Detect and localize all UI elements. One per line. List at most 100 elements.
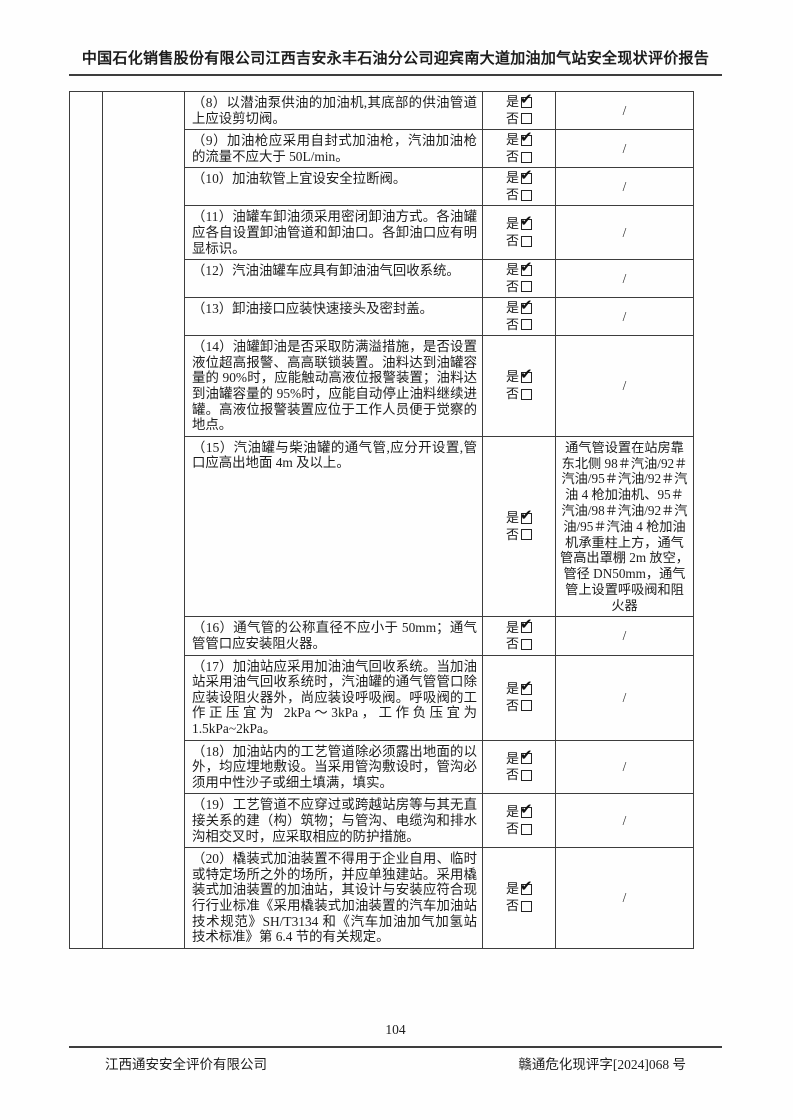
table-row: （17）加油站应采用加油油气回收系统。当加油站采用油气回收系统时，汽油罐的通气管…	[185, 654, 693, 740]
remark-cell: /	[555, 848, 693, 948]
yes-checkbox	[520, 213, 533, 231]
yes-label: 是	[505, 881, 519, 897]
yes-checkbox	[520, 616, 533, 634]
yes-no-cell: 是 否	[482, 436, 555, 617]
no-label: 否	[505, 697, 519, 713]
requirement-text: （17）加油站应采用加油油气回收系统。当加油站采用油气回收系统时，汽油罐的通气管…	[192, 658, 477, 737]
yes-line: 是	[505, 801, 533, 821]
yes-no-cell: 是 否	[482, 794, 555, 848]
no-line: 否	[506, 821, 532, 838]
table-row: （15）汽油罐与柴油罐的通气管,应分开设置,管口应高出地面 4m 及以上。 是 …	[185, 435, 693, 617]
yes-line: 是	[506, 91, 533, 111]
no-checkbox	[521, 235, 532, 247]
remark-cell: /	[555, 206, 693, 260]
requirement-text: （10）加油软管上宜设安全拉断阀。	[192, 171, 407, 187]
yes-label: 是	[505, 262, 519, 278]
no-label: 否	[505, 232, 519, 248]
category-column-empty	[103, 92, 185, 948]
table-row: （9）加油枪应采用自封式加油枪，汽油加油枪的流量不应大于 50L/min。 是 …	[185, 129, 693, 168]
no-label: 否	[505, 385, 519, 401]
requirement-text: （16）通气管的公称直径不应小于 50mm；通气管管口应安装阻火器。	[192, 620, 477, 652]
no-label: 否	[505, 820, 519, 836]
no-line: 否	[506, 279, 532, 296]
no-line: 否	[506, 636, 532, 653]
no-label: 否	[505, 636, 519, 652]
yes-label: 是	[505, 216, 519, 232]
no-checkbox	[521, 769, 532, 781]
no-line: 否	[506, 317, 532, 334]
yes-checkbox	[520, 129, 533, 147]
yes-checkbox	[520, 167, 533, 185]
yes-no-cell: 是 否	[482, 616, 555, 655]
yes-no-cell: 是 否	[482, 91, 555, 130]
yes-label: 是	[505, 750, 519, 766]
no-line: 否	[506, 111, 532, 128]
table-row: （19）工艺管道不应穿过或跨越站房等与其无直接关系的建（构）筑物；与管沟、电缆沟…	[185, 793, 693, 848]
no-label: 否	[505, 897, 519, 913]
yes-no-cell: 是 否	[482, 129, 555, 168]
yes-no-cell: 是 否	[482, 206, 555, 260]
yes-checkbox	[520, 297, 533, 314]
remark-cell: /	[555, 794, 693, 848]
no-line: 否	[506, 149, 532, 166]
no-label: 否	[505, 186, 519, 202]
table-row: （16）通气管的公称直径不应小于 50mm；通气管管口应安装阻火器。 是 否 /	[185, 616, 693, 655]
yes-checkbox	[520, 747, 533, 765]
no-label: 否	[505, 148, 519, 164]
no-checkbox	[521, 113, 532, 125]
table-row: （8）以潜油泵供油的加油机,其底部的供油管道上应设剪切阀。 是 否 /	[185, 91, 693, 130]
no-checkbox	[521, 638, 532, 650]
yes-line: 是	[506, 167, 533, 187]
yes-line: 是	[506, 616, 533, 637]
no-checkbox	[521, 281, 532, 293]
yes-checkbox	[520, 801, 533, 819]
requirement-text: （14）油罐卸油是否采取防满溢措施，是否设置液位超高报警、高高联锁装置。油料达到…	[192, 339, 477, 433]
yes-no-cell: 是 否	[482, 259, 555, 298]
no-line: 否	[506, 233, 532, 250]
table-row: （11）油罐车卸油须采用密闭卸油方式。各油罐应各自设置卸油管道和卸油口。各卸油口…	[185, 205, 693, 260]
no-label: 否	[505, 278, 519, 294]
table-row: （18）加油站内的工艺管道除必须露出地面的以外，均应埋地敷设。当采用管沟敷设时，…	[185, 739, 693, 794]
no-checkbox	[521, 700, 532, 712]
requirement-text: （18）加油站内的工艺管道除必须露出地面的以外，均应埋地敷设。当采用管沟敷设时，…	[192, 743, 477, 790]
requirement-text: （12）汽油油罐车应具有卸油油气回收系统。	[192, 263, 460, 279]
no-line: 否	[506, 698, 532, 715]
remark-cell: /	[555, 655, 693, 740]
yes-line: 是	[506, 297, 533, 317]
yes-checkbox	[520, 678, 533, 695]
remark-cell: /	[555, 740, 693, 794]
requirement-text: （13）卸油接口应装快速接头及密封盖。	[192, 301, 434, 317]
yes-line: 是	[505, 747, 533, 768]
requirement-text: （8）以潜油泵供油的加油机,其底部的供油管道上应设剪切阀。	[192, 95, 477, 126]
yes-line: 是	[506, 507, 533, 527]
yes-label: 是	[505, 804, 519, 820]
no-line: 否	[506, 767, 532, 784]
yes-no-cell: 是 否	[482, 740, 555, 794]
yes-line: 是	[506, 678, 533, 698]
yes-line: 是	[506, 366, 533, 386]
remark-cell: /	[555, 168, 693, 206]
table-rows: （8）以潜油泵供油的加油机,其底部的供油管道上应设剪切阀。 是 否 / （9）加…	[185, 91, 693, 948]
no-checkbox	[521, 823, 532, 835]
yes-label: 是	[505, 132, 519, 148]
remark-cell: /	[555, 260, 693, 298]
remark-cell: 通气管设置在站房靠东北侧 98＃汽油/92＃汽油/95＃汽油/92＃汽油 4 枪…	[555, 436, 693, 617]
table-row: （14）油罐卸油是否采取防满溢措施，是否设置液位超高报警、高高联锁装置。油料达到…	[185, 335, 693, 436]
table-row: （20）橇装式加油装置不得用于企业自用、临时或特定场所之外的场所，并应单独建站。…	[185, 847, 693, 948]
footer-rule	[69, 1046, 722, 1048]
yes-checkbox	[520, 91, 533, 108]
yes-line: 是	[505, 259, 533, 279]
report-header-title: 中国石化销售股份有限公司江西吉安永丰石油分公司迎宾南大道加油加气站安全现状评价报…	[69, 47, 722, 76]
page-number: 104	[385, 1022, 406, 1037]
yes-line: 是	[505, 213, 533, 233]
yes-no-cell: 是 否	[482, 655, 555, 740]
no-checkbox	[521, 529, 532, 541]
remark-cell: /	[555, 298, 693, 336]
audit-checklist-table: （8）以潜油泵供油的加油机,其底部的供油管道上应设剪切阀。 是 否 / （9）加…	[69, 91, 694, 949]
requirement-text: （11）油罐车卸油须采用密闭卸油方式。各油罐应各自设置卸油管道和卸油口。各卸油口…	[192, 209, 477, 256]
yes-checkbox	[520, 878, 533, 896]
footer: 江西通安安全评价有限公司 赣通危化现评字[2024]068 号	[69, 1053, 722, 1073]
no-checkbox	[521, 388, 532, 400]
table-row: （10）加油软管上宜设安全拉断阀。 是 否 /	[185, 167, 693, 206]
